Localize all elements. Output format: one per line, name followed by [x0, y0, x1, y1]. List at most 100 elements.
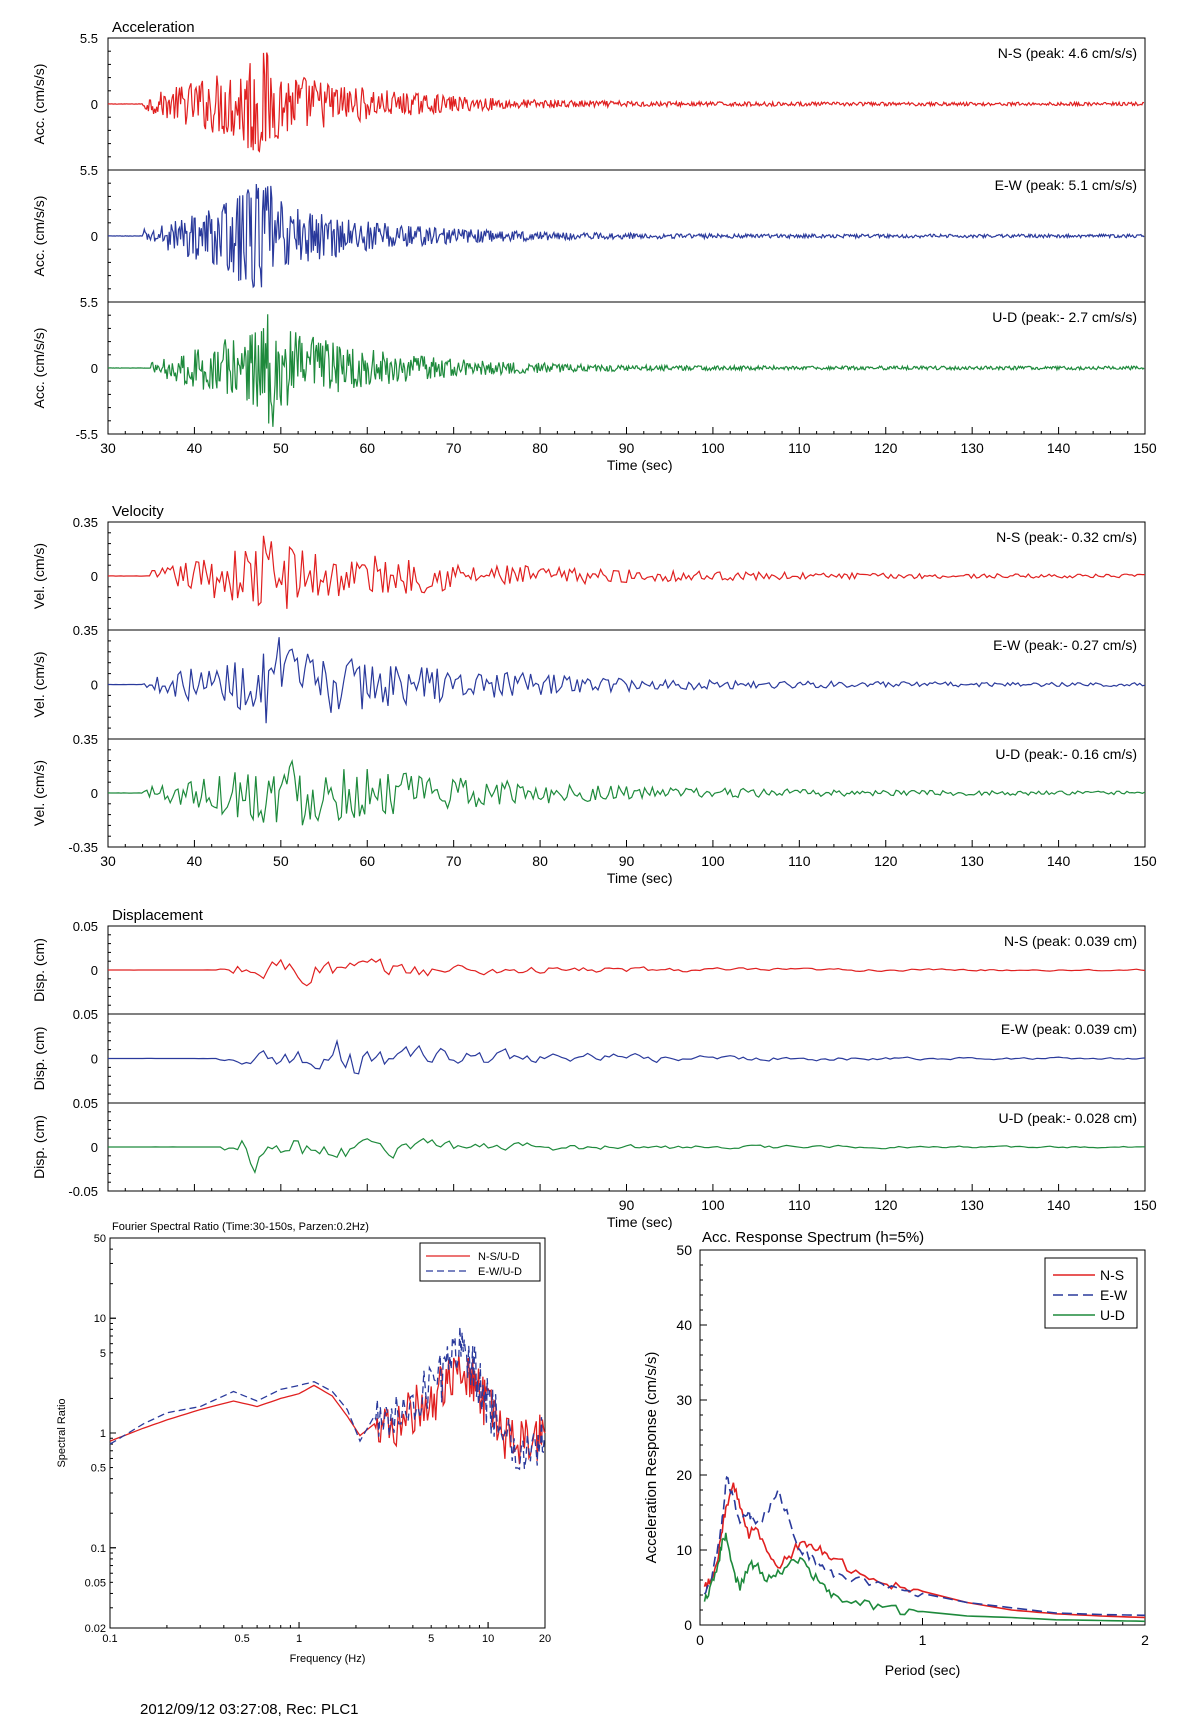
y-tick-label: 0 [91, 229, 98, 244]
y-tick-label: 0 [91, 786, 98, 801]
x-tick-label: 130 [960, 440, 984, 456]
subpanel-ew: 0.35 0 Vel. (cm/s) E-W (peak:- 0.27 cm/s) [31, 623, 1146, 740]
x-tick-label: 50 [273, 440, 289, 456]
subpanel-ns: 0.35 0 Vel. (cm/s) N-S (peak:- 0.32 cm/s) [31, 515, 1146, 631]
legend-box [419, 1242, 541, 1282]
y-tick-label: 0 [91, 569, 98, 584]
y-tick-label: 0 [91, 963, 98, 978]
x-tick-label: 80 [532, 853, 548, 869]
x-tick-label: 80 [532, 440, 548, 456]
x-tick-label: 60 [359, 440, 375, 456]
x-tick-label: 40 [187, 440, 203, 456]
series-line-ew [109, 1326, 546, 1471]
series-line-ew [703, 1475, 1146, 1617]
x-tick-label: 5 [428, 1633, 434, 1645]
legend-box [1044, 1257, 1138, 1329]
y-tick-label: 0 [91, 97, 98, 112]
x-tick-label: 0 [696, 1632, 704, 1648]
x-tick-label: 90 [619, 1197, 635, 1213]
x-tick-label: 50 [273, 853, 289, 869]
x-tick-label: 1 [296, 1633, 302, 1645]
series-peak-label: U-D (peak:- 0.028 cm) [999, 1110, 1137, 1126]
subpanel-ud: 0.35 0 Vel. (cm/s) U-D (peak:- 0.16 cm/s) [31, 732, 1146, 848]
subpanel-ns: 0.05 0 Disp. (cm) N-S (peak: 0.039 cm) [31, 919, 1146, 1015]
x-tick-label: 70 [446, 853, 462, 869]
chart-title: Acc. Response Spectrum (h=5%) [702, 1229, 924, 1246]
x-tick-label: 0.1 [102, 1633, 117, 1645]
y-tick-label: 0.35 [73, 515, 98, 530]
series-peak-label: N-S (peak: 0.039 cm) [1004, 933, 1137, 949]
y-tick-label: 0 [91, 361, 98, 376]
x-tick-label: 140 [1047, 853, 1071, 869]
x-tick-label: 110 [788, 1197, 811, 1213]
group-acceleration: Acceleration 5.5 0 Acc. (cm/s/s) N-S (peak: … [31, 19, 1157, 473]
y-axis-label: Disp. (cm) [31, 1027, 47, 1091]
y-tick-label: 0.05 [73, 1007, 98, 1022]
x-axis: 30 40 50 60 70 80 90 100 110 120 130 140 150 Time (se… [100, 427, 1157, 473]
panel-title: Displacement [112, 907, 204, 924]
y-tick-label: 0 [91, 678, 98, 693]
x-tick-label: 30 [100, 440, 116, 456]
y-tick-label: 0.35 [73, 623, 98, 638]
y-axis-label: Vel. (cm/s) [31, 543, 47, 609]
series-peak-label: E-W (peak: 5.1 cm/s/s) [995, 177, 1137, 193]
series-peak-label: N-S (peak:- 0.32 cm/s) [996, 529, 1137, 545]
chart-title: Fourier Spectral Ratio (Time:30-150s, Pa… [112, 1221, 369, 1233]
panel-title: Acceleration [112, 19, 195, 36]
y-tick-label: 5 [100, 1348, 106, 1360]
series-line-ns [703, 1482, 1146, 1619]
y-tick-label: 10 [94, 1313, 106, 1325]
x-axis-label: Time (sec) [607, 457, 673, 473]
x-tick-label: 100 [701, 1197, 725, 1213]
y-tick-label: 0.35 [73, 732, 98, 747]
plot-frame [109, 1237, 546, 1629]
y-tick-label: 0.1 [91, 1543, 106, 1555]
y-tick-label: 50 [676, 1242, 692, 1258]
waveform-ns [107, 535, 1145, 609]
series-peak-label: N-S (peak: 4.6 cm/s/s) [998, 45, 1137, 61]
series-line-ns [109, 1354, 546, 1465]
y-tick-label: 0.05 [73, 1096, 98, 1111]
x-tick-label: 20 [539, 1633, 551, 1645]
y-axis-label: Acc. (cm/s/s) [31, 196, 47, 277]
subpanel-ns: 5.5 0 Acc. (cm/s/s) N-S (peak: 4.6 cm/s/s) [31, 31, 1146, 171]
subpanel-ew: 5.5 0 Acc. (cm/s/s) E-W (peak: 5.1 cm/s/s) [31, 163, 1146, 303]
panel-title: Velocity [112, 503, 164, 520]
y-tick-label: 0.05 [73, 919, 98, 934]
x-tick-label: 90 [619, 853, 635, 869]
x-tick-label: 150 [1133, 440, 1157, 456]
legend-label: N-S/U-D [478, 1251, 520, 1263]
x-tick-label: 100 [701, 853, 725, 869]
y-axis-label: Disp. (cm) [31, 938, 47, 1002]
series-line-ud [703, 1532, 1146, 1623]
x-tick-label: 120 [874, 853, 898, 869]
x-tick-label: 110 [788, 853, 811, 869]
group-displacement: Displacement 0.05 0 Disp. (cm) N-S (peak: 0.… [31, 907, 1157, 1230]
y-tick-label: -0.35 [68, 840, 98, 855]
x-axis-label: Frequency (Hz) [290, 1653, 366, 1665]
chart-fourier-ratio: Fourier Spectral Ratio (Time:30-150s, Pa… [56, 1221, 551, 1665]
legend: N-S E-W U-D [1044, 1257, 1138, 1329]
group-velocity: Velocity 0.35 0 Vel. (cm/s) N-S (peak:- 0.32… [31, 503, 1157, 886]
record-footer: 2012/09/12 03:27:08, Rec: PLC1 [140, 1701, 359, 1718]
y-tick-label: 10 [676, 1542, 692, 1558]
x-tick-label: 130 [960, 1197, 984, 1213]
series-peak-label: U-D (peak:- 0.16 cm/s) [995, 746, 1137, 762]
x-tick-label: 30 [100, 853, 116, 869]
waveform-ns [108, 958, 1146, 987]
chart-response-spectrum: Acc. Response Spectrum (h=5%)0 1 201020304… [643, 1229, 1149, 1678]
waveform-ud [107, 314, 1145, 427]
x-tick-label: 60 [359, 853, 375, 869]
y-tick-label: 20 [676, 1467, 692, 1483]
y-tick-label: 1 [100, 1428, 106, 1440]
x-tick-label: 140 [1047, 440, 1071, 456]
subpanel-frame [107, 738, 1146, 848]
legend: N-S/U-D E-W/U-D [419, 1242, 541, 1282]
x-axis-label: Period (sec) [885, 1662, 960, 1678]
waveform-ew [108, 1038, 1146, 1075]
x-axis-label: Time (sec) [607, 870, 673, 886]
legend-label: E-W [1100, 1287, 1128, 1303]
x-tick-label: 120 [874, 1197, 898, 1213]
y-axis-label: Vel. (cm/s) [31, 760, 47, 826]
legend-label: N-S [1100, 1267, 1124, 1283]
